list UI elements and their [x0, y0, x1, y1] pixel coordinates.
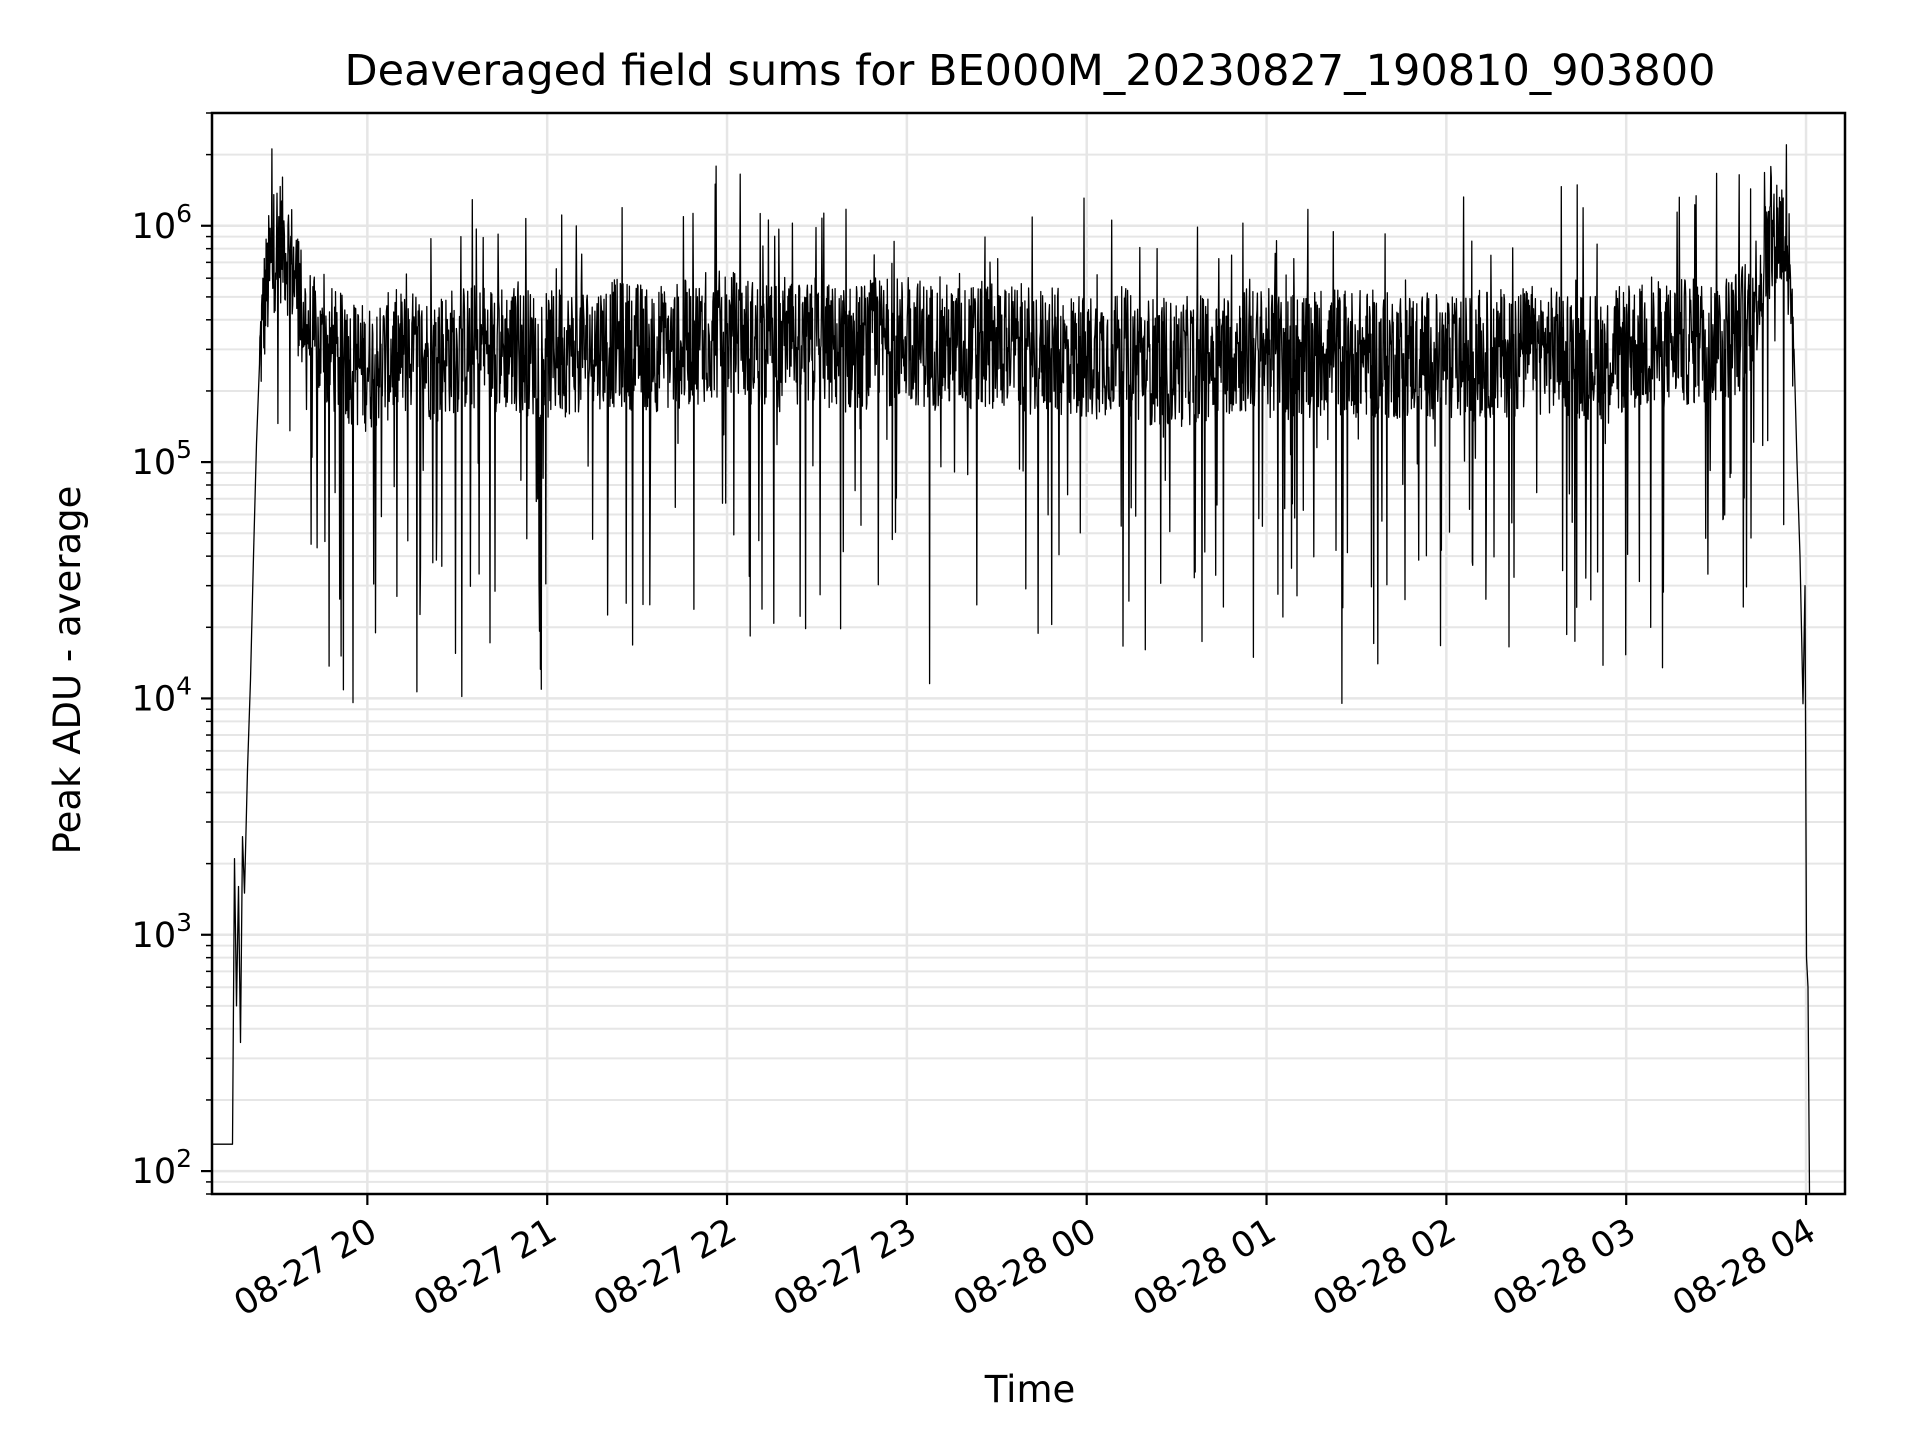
- series-line: [212, 144, 1811, 1194]
- y-tick-label: 102: [132, 1144, 192, 1192]
- y-axis-ticks: 102 103 104 105 106: [132, 112, 212, 1195]
- series-line-group: [212, 144, 1811, 1194]
- y-tick-label: 105: [132, 435, 192, 483]
- y-tick-label: 103: [132, 908, 192, 956]
- chart-title: Deaveraged field sums for BE000M_2023082…: [345, 46, 1716, 96]
- y-tick-label: 104: [132, 671, 192, 719]
- y-axis-label: Peak ADU - average: [46, 486, 89, 855]
- plot-frame: [210, 111, 1847, 1196]
- y-tick-label: 106: [132, 199, 192, 247]
- x-axis-label: Time: [984, 1368, 1076, 1411]
